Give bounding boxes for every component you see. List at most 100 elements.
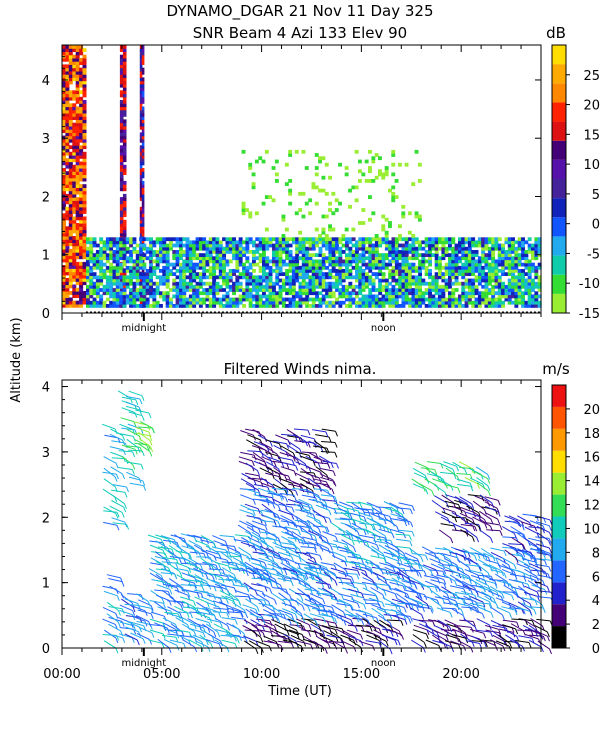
wind-barb: [291, 598, 303, 605]
wind-barb: [301, 435, 315, 438]
snr-cell: [455, 288, 459, 292]
snr-cell: [142, 77, 145, 81]
wind-barb: [174, 535, 186, 543]
wind-barb: [194, 597, 207, 603]
snr-cell: [69, 184, 73, 188]
wind-barb: [232, 603, 244, 610]
wind-barb-flag: [163, 550, 165, 555]
snr-cell: [325, 163, 329, 167]
snr-cell: [123, 45, 127, 49]
colorbar-segment: [552, 179, 566, 198]
snr-cell: [408, 237, 412, 241]
snr-cell: [255, 244, 259, 248]
wind-barb-flag: [258, 471, 260, 476]
snr-cell: [142, 139, 145, 143]
snr-cell: [328, 176, 332, 180]
snr-cell: [83, 291, 87, 295]
snr-cell: [331, 192, 335, 196]
snr-cell: [392, 237, 396, 241]
wind-barb: [110, 586, 122, 593]
snr-cell: [123, 94, 127, 98]
wind-barb-flag: [229, 553, 231, 558]
wind-barb-flag: [390, 649, 392, 654]
wind-barb-flag: [136, 400, 138, 405]
snr-cell: [485, 253, 489, 257]
snr-cell: [288, 179, 292, 183]
snr-cell: [142, 220, 145, 224]
snr-cell: [288, 189, 292, 193]
snr-cell: [471, 237, 475, 241]
wind-barb-flag: [123, 474, 125, 479]
snr-cell: [269, 237, 273, 241]
wind-barb-flag: [138, 448, 140, 453]
wind-barb: [235, 535, 249, 537]
snr-cell: [252, 182, 256, 186]
wind-barb-flag: [143, 481, 145, 486]
wind-barb: [295, 510, 309, 511]
wind-barb: [265, 509, 278, 515]
wind-barb: [135, 410, 149, 413]
snr-cell: [501, 301, 505, 305]
snr-cell: [298, 231, 302, 235]
wind-barb: [281, 446, 293, 453]
snr-cell: [142, 226, 145, 230]
snr-cell: [392, 285, 396, 289]
wind-barb-flag: [143, 639, 145, 644]
snr-cell: [83, 298, 87, 302]
snr-cell: [288, 202, 292, 206]
snr-cell: [252, 173, 256, 177]
snr-cell: [69, 165, 73, 169]
colorbar-segment: [552, 102, 566, 121]
snr-cell: [123, 220, 127, 224]
wind-barb-flag: [133, 436, 135, 441]
wind-barb: [261, 478, 273, 486]
colorbar-tick-label: 5: [592, 188, 600, 203]
wind-barb: [150, 619, 163, 623]
wind-barb: [349, 640, 361, 647]
snr-cell: [69, 90, 73, 94]
wind-barb: [321, 563, 335, 566]
wind-barb-flag: [219, 612, 221, 617]
wind-barb-flag: [278, 506, 280, 511]
snr-echo-marks: [62, 45, 542, 312]
snr-cell: [318, 160, 322, 164]
snr-cell: [381, 228, 385, 232]
snr-cell: [268, 195, 272, 199]
snr-cell: [123, 52, 127, 56]
wind-barb-flag: [301, 596, 303, 601]
wind-barb: [249, 641, 261, 648]
wind-barb-flag: [145, 611, 147, 616]
wind-barb-flag: [286, 560, 288, 565]
snr-cell: [142, 210, 145, 214]
snr-cell: [239, 237, 243, 241]
snr-cell: [255, 263, 259, 267]
snr-cell: [378, 156, 382, 160]
wind-barb-flag: [308, 443, 310, 448]
wind-barb: [246, 599, 258, 607]
snr-cell: [252, 269, 256, 273]
snr-cell: [381, 224, 385, 228]
wind-barb-flag: [261, 637, 263, 642]
snr-cell: [133, 237, 137, 241]
snr-cell: [341, 234, 345, 238]
wind-barb-flag: [163, 634, 165, 639]
wind-barb: [201, 597, 214, 602]
snr-cell: [375, 234, 379, 238]
snr-cell: [302, 192, 306, 196]
snr-cell: [69, 129, 73, 133]
wind-barb: [195, 564, 209, 565]
wind-barb-flag: [265, 563, 267, 568]
snr-cell: [162, 237, 166, 241]
wind-barb-flag: [161, 539, 163, 544]
snr-cell: [358, 221, 362, 225]
snr-cell: [146, 237, 150, 241]
snr-cell: [192, 240, 196, 244]
wind-barb: [187, 545, 199, 552]
wind-barb: [104, 479, 115, 487]
snr-cell: [99, 247, 103, 251]
wind-barb: [162, 562, 176, 563]
wind-barb: [241, 479, 253, 486]
snr-cell: [315, 202, 319, 206]
wind-barb: [251, 563, 264, 567]
wind-barb-flag: [331, 463, 333, 468]
